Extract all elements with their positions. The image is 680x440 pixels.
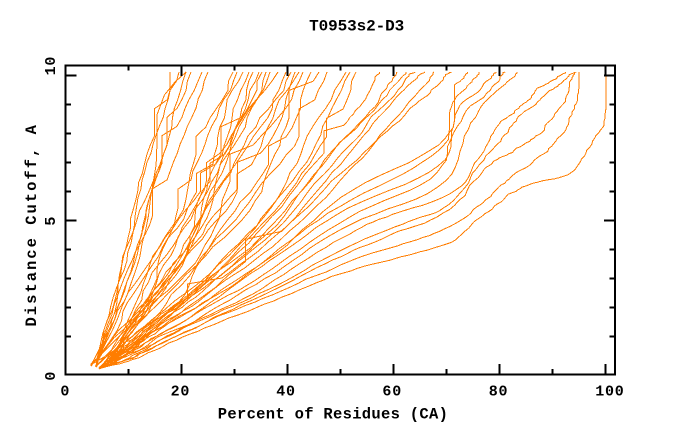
svg-text:80: 80 (489, 383, 509, 400)
svg-text:Distance Cutoff, A: Distance Cutoff, A (23, 123, 41, 326)
svg-text:Percent of Residues (CA): Percent of Residues (CA) (218, 406, 448, 424)
svg-text:20: 20 (171, 383, 191, 400)
svg-text:T0953s2-D3: T0953s2-D3 (309, 18, 404, 36)
svg-text:60: 60 (382, 383, 402, 400)
svg-text:0: 0 (60, 383, 70, 400)
svg-text:40: 40 (276, 383, 296, 400)
svg-text:100: 100 (595, 383, 624, 400)
svg-text:5: 5 (43, 216, 60, 226)
svg-text:10: 10 (43, 56, 60, 76)
svg-text:0: 0 (43, 371, 60, 381)
